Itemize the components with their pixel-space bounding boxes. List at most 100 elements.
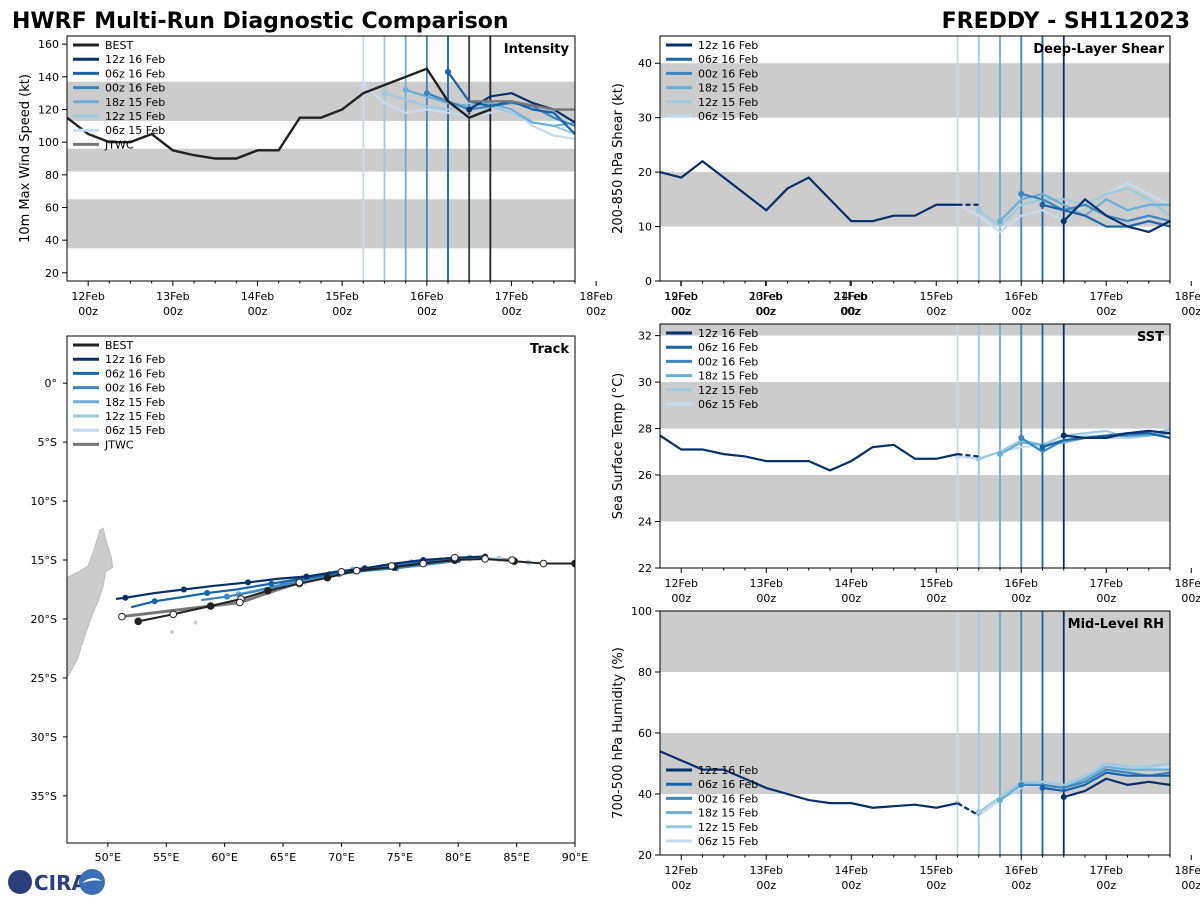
track-point xyxy=(122,595,128,601)
x-tick-label: 75°E xyxy=(387,851,413,864)
panel-title: Track xyxy=(530,342,569,357)
x-tick-label: 00z xyxy=(671,305,691,318)
series-start-point xyxy=(466,107,472,113)
x-tick-label: 00z xyxy=(502,305,522,318)
y-tick-label: 26 xyxy=(638,469,652,482)
y-tick-label: 25°S xyxy=(31,672,57,685)
jtwc-point xyxy=(338,569,345,576)
x-tick-label: 00z xyxy=(1011,879,1031,892)
legend-label: 00z 16 Feb xyxy=(105,82,165,95)
storm-id-title: FREDDY - SH112023 xyxy=(942,9,1190,34)
y-axis-label: Sea Surface Temp (°C) xyxy=(611,373,626,520)
track-point xyxy=(268,581,274,587)
x-tick-label: 17Feb xyxy=(495,290,528,303)
legend-label: 18z 15 Feb xyxy=(105,396,165,409)
x-tick-label: 13Feb xyxy=(156,290,189,303)
x-tick-label: 00z xyxy=(1096,879,1116,892)
x-tick-label: 70°E xyxy=(328,851,354,864)
y-tick-label: 10°S xyxy=(31,495,57,508)
x-tick-label: 18Feb xyxy=(1175,864,1200,877)
y-tick-label: 0 xyxy=(645,275,652,288)
series-line xyxy=(1064,419,1200,482)
x-tick-label: 00z xyxy=(1096,592,1116,605)
legend-label: 12z 15 Feb xyxy=(105,410,165,423)
x-tick-label: 15Feb xyxy=(920,577,953,590)
y-tick-label: 30 xyxy=(638,112,652,125)
x-tick-label: 15Feb xyxy=(920,864,953,877)
x-tick-label: 00z xyxy=(163,305,183,318)
legend-label: JTWC xyxy=(104,138,134,151)
y-axis-label: 200-850 hPa Shear (kt) xyxy=(611,83,626,234)
legend-label: 06z 16 Feb xyxy=(698,341,758,354)
y-tick-label: 0° xyxy=(45,377,58,390)
track-point xyxy=(181,587,187,593)
x-tick-label: 12Feb xyxy=(665,864,698,877)
x-tick-label: 15Feb xyxy=(325,290,358,303)
y-tick-label: 100 xyxy=(631,605,652,618)
track-point xyxy=(152,598,158,604)
x-tick-label: 90°E xyxy=(562,851,588,864)
best-point xyxy=(135,618,142,625)
y-tick-label: 15°S xyxy=(31,554,57,567)
plot-area xyxy=(67,528,578,678)
x-tick-label: 50°E xyxy=(95,851,121,864)
series-start-point xyxy=(1061,794,1067,800)
legend-label: 18z 15 Feb xyxy=(698,807,758,820)
y-tick-label: 28 xyxy=(638,423,652,436)
track-series xyxy=(277,558,499,587)
x-tick-label: 00z xyxy=(841,305,861,318)
x-tick-label: 17Feb xyxy=(1090,864,1123,877)
series-start-point xyxy=(360,82,366,88)
x-tick-label: 00z xyxy=(78,305,98,318)
jtwc-point xyxy=(119,613,126,620)
legend-label: 00z 16 Feb xyxy=(698,792,758,805)
y-tick-label: 20 xyxy=(638,849,652,862)
series-start-point xyxy=(997,218,1003,224)
x-tick-label: 00z xyxy=(756,592,776,605)
x-tick-label: 13Feb xyxy=(750,290,783,303)
y-axis-label: 700-500 hPa Humidity (%) xyxy=(611,647,626,819)
series-start-point xyxy=(1018,191,1024,197)
y-tick-label: 22 xyxy=(638,562,652,575)
panel-rh: 12Feb00z13Feb00z14Feb00z15Feb00z16Feb00z… xyxy=(611,605,1200,892)
best-point xyxy=(540,560,547,567)
y-tick-label: 160 xyxy=(38,38,59,51)
best-point xyxy=(265,587,272,594)
y-tick-label: 20 xyxy=(45,267,59,280)
series-start-point xyxy=(976,207,982,213)
legend-label: 12z 15 Feb xyxy=(698,821,758,834)
series-start-point xyxy=(997,797,1003,803)
legend-label: 12z 15 Feb xyxy=(105,110,165,123)
x-tick-label: 17Feb xyxy=(1090,577,1123,590)
y-tick-label: 20°S xyxy=(31,613,57,626)
x-tick-label: 00z xyxy=(1181,592,1200,605)
track-point xyxy=(224,594,230,600)
y-tick-label: 140 xyxy=(38,71,59,84)
x-tick-label: 00z xyxy=(926,592,946,605)
x-tick-label: 00z xyxy=(756,879,776,892)
y-tick-label: 60 xyxy=(45,202,59,215)
noaa-icon xyxy=(79,869,105,895)
y-tick-label: 24 xyxy=(638,516,652,529)
x-tick-label: 16Feb xyxy=(410,290,443,303)
figure-title: HWRF Multi-Run Diagnostic Comparison xyxy=(12,9,509,34)
y-tick-label: 100 xyxy=(38,136,59,149)
history-line xyxy=(660,436,958,471)
legend-label: 00z 16 Feb xyxy=(698,67,758,80)
y-tick-label: 35°S xyxy=(31,790,57,803)
x-tick-label: 13Feb xyxy=(750,577,783,590)
x-tick-label: 14Feb xyxy=(835,577,868,590)
panel-title: SST xyxy=(1137,330,1164,345)
legend-label: 12z 16 Feb xyxy=(105,353,165,366)
x-tick-label: 17Feb xyxy=(1090,290,1123,303)
legend-label: BEST xyxy=(105,39,133,52)
legend-label: 12z 16 Feb xyxy=(698,327,758,340)
x-tick-label: 16Feb xyxy=(1005,290,1038,303)
series-start-point xyxy=(424,90,430,96)
y-tick-label: 10 xyxy=(638,221,652,234)
cira-logo: CIRA xyxy=(4,866,106,898)
series-start-point xyxy=(1018,782,1024,788)
